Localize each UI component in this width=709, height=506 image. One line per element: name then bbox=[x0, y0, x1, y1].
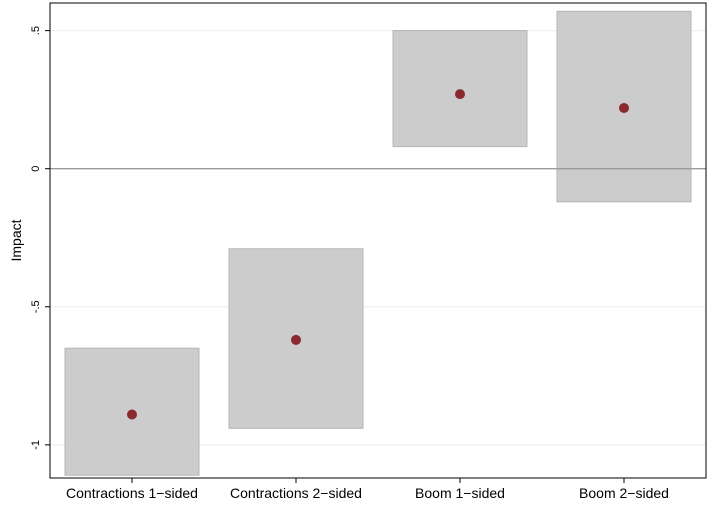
y-tick-label: -.5 bbox=[30, 300, 42, 313]
x-axis: Contractions 1−sided Contractions 2−sided… bbox=[66, 478, 669, 501]
point-estimate-4 bbox=[619, 102, 629, 113]
y-tick-label: 0 bbox=[30, 166, 42, 172]
y-tick-label: -1 bbox=[30, 440, 42, 450]
point-estimate-3 bbox=[455, 89, 465, 100]
x-tick-label: Boom 2−sided bbox=[579, 485, 669, 501]
y-axis: .5 0 -.5 -1 bbox=[30, 26, 50, 450]
y-axis-title: Impact bbox=[8, 219, 24, 261]
y-tick-label: .5 bbox=[30, 26, 42, 35]
point-estimates bbox=[127, 89, 629, 420]
confidence-intervals bbox=[64, 10, 692, 476]
plot-frame bbox=[49, 2, 707, 479]
x-tick-label: Boom 1−sided bbox=[415, 485, 505, 501]
point-estimate-1 bbox=[127, 409, 137, 420]
point-estimate-2 bbox=[291, 334, 301, 345]
x-tick-label: Contractions 1−sided bbox=[66, 485, 198, 501]
ci-box-3 bbox=[392, 30, 528, 148]
x-tick-label: Contractions 2−sided bbox=[230, 485, 362, 501]
